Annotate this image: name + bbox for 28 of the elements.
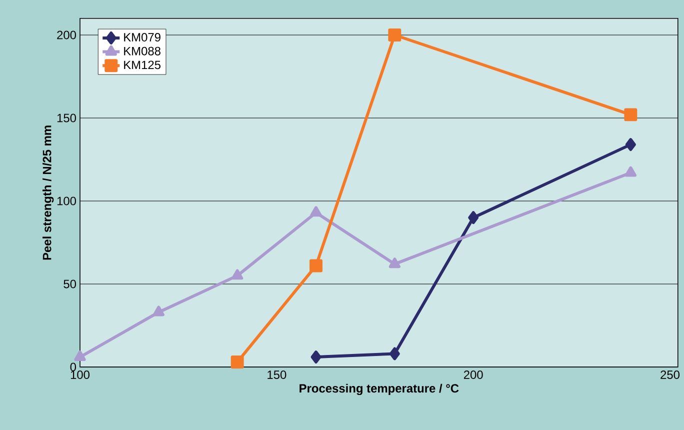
legend-label: KM125: [124, 60, 160, 70]
point: [152, 306, 164, 316]
point: [624, 108, 638, 122]
point: [389, 347, 400, 360]
point: [388, 258, 400, 268]
x-axis-title: Processing temperature / °C: [300, 384, 459, 396]
y-tick-label: 100: [57, 196, 76, 206]
point: [74, 350, 86, 362]
point: [232, 269, 244, 280]
y-tick-label: 50: [64, 280, 76, 288]
y-tick-label: 150: [57, 114, 76, 122]
legend-label: KM088: [124, 46, 160, 56]
y-tick-label: 200: [57, 30, 76, 40]
point: [310, 350, 322, 364]
point: [310, 206, 322, 217]
x-tick-label: 250: [660, 370, 680, 379]
point: [230, 356, 244, 368]
x-tick-label: 200: [464, 370, 483, 379]
point: [624, 166, 636, 177]
point: [388, 28, 402, 42]
point: [468, 211, 479, 224]
x-tick-label: 100: [70, 370, 90, 379]
y-axis-title: Peel strength / N/25 mm: [42, 126, 54, 260]
y-tick-label: 0: [70, 362, 76, 372]
point: [310, 259, 322, 272]
legend-label: KM079: [124, 33, 160, 42]
x-tick-label: 150: [268, 370, 286, 379]
point: [625, 138, 636, 152]
